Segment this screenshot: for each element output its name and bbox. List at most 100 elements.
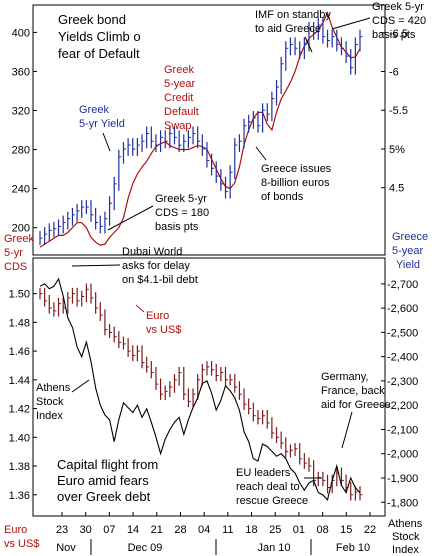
annotation-bonds-2: 8-billion euros — [261, 177, 330, 189]
annotation-athens-label-1: Athens — [36, 382, 71, 394]
bottom-right-tick-label: -2,500 — [387, 327, 418, 339]
bottom-left-tick-label: 1.36 — [9, 490, 30, 502]
top-left-tick-label: 400 — [12, 27, 30, 39]
x-tick-label: 08 — [316, 524, 328, 536]
annotation-cds-label-1: Greek — [164, 64, 194, 76]
annotation-cds-peak-1: Greek 5-yr — [372, 1, 424, 13]
bottom-right-tick-label: -2,600 — [387, 303, 418, 315]
annotation-germany-1: Germany, — [321, 371, 368, 383]
annotation-cds-label-4: Default — [164, 106, 199, 118]
annotation-imf-1: IMF on standby — [255, 9, 331, 21]
top-left-tick-label: 320 — [12, 105, 30, 117]
bottom-left-tick-label: 1.44 — [9, 375, 30, 387]
top-right-axis-label-1: Greece — [392, 231, 428, 243]
annotation-eu-3: rescue Greece — [236, 495, 308, 507]
annotation-cds-peak-pointer — [331, 17, 371, 30]
x-tick-label: 23 — [56, 524, 68, 536]
x-tick-label: 01 — [293, 524, 305, 536]
annotation-yield-label-1: Greek — [79, 104, 109, 116]
x-axis: 23 30 07 14 21 28 04 11 18 25 01 08 15 22 Nov Dec 09 Jan… — [56, 512, 376, 555]
x-tick-label: 14 — [127, 524, 139, 536]
annotation-germany-pointer — [341, 411, 353, 449]
annotation-cds-peak-3: basis pts — [372, 29, 416, 41]
annotation-eu-1: EU leaders — [236, 467, 291, 479]
chart-title-line-2: Yields Climb o — [58, 29, 141, 44]
bottom-panel-ticks: 1.36 1.38 1.40 1.42 1.44 1.46 1.48 1.50 -1,800 -1… — [9, 279, 419, 509]
top-right-axis-label-2: 5-year — [392, 245, 424, 257]
series-layer — [39, 11, 363, 502]
annotation-yield-label-2: 5-yr Yield — [79, 118, 125, 130]
annotation-euro-label-2: vs US$ — [146, 324, 181, 336]
bottom-left-tick-label: 1.38 — [9, 461, 30, 473]
bottom-left-tick-label: 1.40 — [9, 432, 30, 444]
x-tick-label: 11 — [222, 524, 233, 536]
annotation-imf-pointer — [304, 36, 313, 53]
annotation-dubai-pointer — [71, 264, 121, 267]
top-right-tick-label: 4.5 — [389, 183, 404, 195]
top-left-tick-label: 200 — [12, 223, 30, 235]
top-left-axis-label-2: 5-yr — [4, 247, 23, 259]
annotation-cds-label-3: Credit — [164, 92, 193, 104]
x-tick-label: 18 — [245, 524, 257, 536]
bottom-left-tick-label: 1.50 — [9, 289, 30, 301]
annotation-cds-180-pointer — [107, 205, 154, 231]
annotation-euro-pointer — [135, 304, 145, 313]
top-panel-frame — [32, 4, 386, 256]
x-tick-label: 30 — [80, 524, 92, 536]
bottom-right-tick-label: -2,300 — [387, 376, 418, 388]
annotation-cds-peak-2: CDS = 420 — [372, 15, 426, 27]
top-left-tick-label: 360 — [12, 66, 30, 78]
annotation-eu-2: reach deal to — [236, 481, 300, 493]
annotation-dubai-1: Dubai World — [122, 246, 182, 258]
bottom-right-axis-label-1: Athens — [388, 518, 423, 530]
bottom-panel-frame — [32, 257, 386, 517]
top-right-tick-label: -5.5 — [389, 105, 408, 117]
annotation-capital-3: over Greek debt — [57, 489, 151, 504]
x-tick-label: 21 — [151, 524, 163, 536]
bottom-left-tick-label: 1.42 — [9, 404, 30, 416]
bottom-left-tick-label: 1.48 — [9, 317, 30, 329]
series-line-athens — [39, 277, 361, 502]
x-month-label: Jan 10 — [257, 542, 290, 554]
annotation-imf-2: to aid Greece — [255, 23, 321, 35]
x-month-label: Feb 10 — [336, 542, 370, 554]
bottom-right-tick-label: -1,900 — [387, 473, 418, 485]
annotation-bonds-3: of bonds — [261, 191, 304, 203]
bottom-left-tick-label: 1.46 — [9, 346, 30, 358]
x-tick-label: 07 — [103, 524, 115, 536]
top-right-tick-label: -6.5 — [389, 28, 408, 40]
x-month-label: Dec 09 — [128, 542, 163, 554]
bottom-left-axis-label-2: vs US$ — [4, 538, 39, 550]
x-tick-label: 15 — [340, 524, 352, 536]
chart-title-line-1: Greek bond — [58, 12, 126, 27]
bottom-right-tick-label: -2,100 — [387, 424, 418, 436]
annotation-bonds-1: Greece issues — [261, 163, 332, 175]
x-tick-label: 22 — [364, 524, 376, 536]
top-right-tick-label: 5% — [389, 144, 405, 156]
annotation-germany-3: aid for Greece — [321, 399, 391, 411]
annotation-cds-label-2: 5-year — [164, 78, 196, 90]
bottom-right-tick-label: -2,000 — [387, 449, 418, 461]
annotation-yield-pointer — [102, 132, 111, 152]
annotation-euro-label-1: Euro — [146, 310, 169, 322]
top-left-axis-label-1: Greek — [4, 233, 34, 245]
bottom-right-axis-label-3: Index — [392, 544, 419, 556]
annotation-capital-2: Euro amid fears — [57, 473, 149, 488]
bottom-right-tick-label: -2,700 — [387, 279, 418, 291]
x-tick-label: 04 — [198, 524, 210, 536]
annotation-cds-180-1: Greek 5-yr — [155, 193, 207, 205]
annotation-capital-1: Capital flight from — [57, 457, 158, 472]
annotation-athens-label-3: Index — [36, 410, 63, 422]
annotation-dubai-3: on $4.1-bil debt — [122, 274, 198, 286]
x-tick-label: 28 — [174, 524, 186, 536]
top-left-axis-label-3: CDS — [4, 261, 27, 273]
annotation-germany-2: France, back — [321, 385, 385, 397]
bottom-right-tick-label: -2,400 — [387, 352, 418, 364]
bottom-left-axis-label-1: Euro — [4, 524, 27, 536]
series-line-cds — [39, 11, 361, 248]
chart-title-line-3: fear of Default — [58, 46, 140, 61]
top-right-axis-label-3: Yield — [396, 259, 420, 271]
bottom-right-axis-label-2: Stock — [392, 531, 420, 543]
